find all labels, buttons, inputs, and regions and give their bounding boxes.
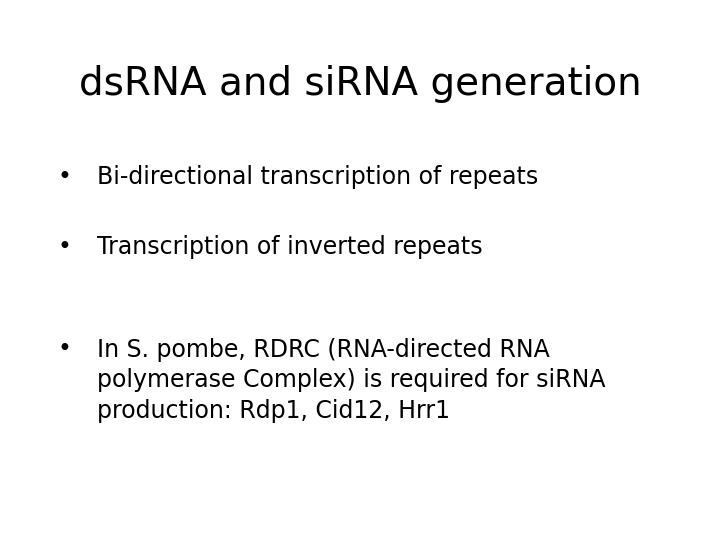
Text: •: • [58, 165, 72, 188]
Text: Bi-directional transcription of repeats: Bi-directional transcription of repeats [97, 165, 539, 188]
Text: •: • [58, 338, 72, 361]
Text: Transcription of inverted repeats: Transcription of inverted repeats [97, 235, 483, 259]
Text: In S. pombe, RDRC (RNA-directed RNA
polymerase Complex) is required for siRNA
pr: In S. pombe, RDRC (RNA-directed RNA poly… [97, 338, 606, 423]
Text: dsRNA and siRNA generation: dsRNA and siRNA generation [78, 65, 642, 103]
Text: •: • [58, 235, 72, 259]
